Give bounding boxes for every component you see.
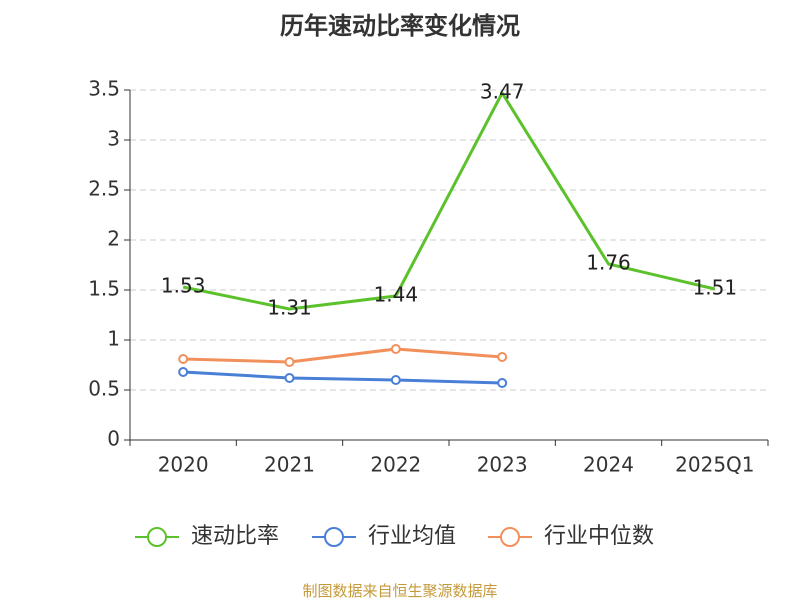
y-tick-label: 2 (107, 227, 120, 251)
data-point (497, 352, 508, 362)
y-tick-label: 1.5 (88, 277, 120, 301)
y-tick-label: 3 (107, 127, 120, 151)
data-point (497, 378, 508, 388)
x-tick-label: 2024 (583, 453, 634, 477)
x-tick-label: 2021 (264, 453, 315, 477)
series-line-1 (183, 370, 503, 385)
data-point (178, 354, 189, 364)
data-label: 3.47 (480, 80, 525, 104)
y-tick-label: 0 (107, 427, 120, 451)
data-label: 1.44 (374, 283, 419, 307)
legend-label: 行业中位数 (544, 524, 654, 549)
chart-title: 历年速动比率变化情况 (280, 12, 520, 40)
series-line-0 (182, 91, 716, 311)
data-label: 1.53 (161, 274, 206, 298)
data-label: 1.76 (586, 251, 631, 275)
x-tick-label: 2023 (477, 453, 528, 477)
series-line-2 (183, 347, 503, 364)
x-tick-label: 2020 (158, 453, 209, 477)
data-label: 1.31 (267, 296, 312, 320)
x-tick-label: 2025Q1 (675, 453, 754, 477)
legend-marker (500, 527, 520, 547)
y-tick-label: 3.5 (88, 77, 120, 101)
data-point (284, 373, 295, 383)
data-point (284, 357, 295, 367)
legend-marker (147, 527, 167, 547)
x-tick-label: 2022 (370, 453, 421, 477)
data-point (390, 375, 401, 385)
y-tick-label: 1 (107, 327, 120, 351)
data-point (390, 344, 401, 354)
source-footer: 制图数据来自恒生聚源数据库 (302, 582, 498, 600)
legend-marker (324, 527, 344, 547)
data-point (178, 367, 189, 377)
legend-label: 行业均值 (368, 524, 456, 549)
data-label: 1.51 (693, 276, 738, 300)
y-tick-label: 2.5 (88, 177, 120, 201)
legend-label: 速动比率 (191, 524, 279, 549)
y-tick-label: 0.5 (88, 377, 120, 401)
